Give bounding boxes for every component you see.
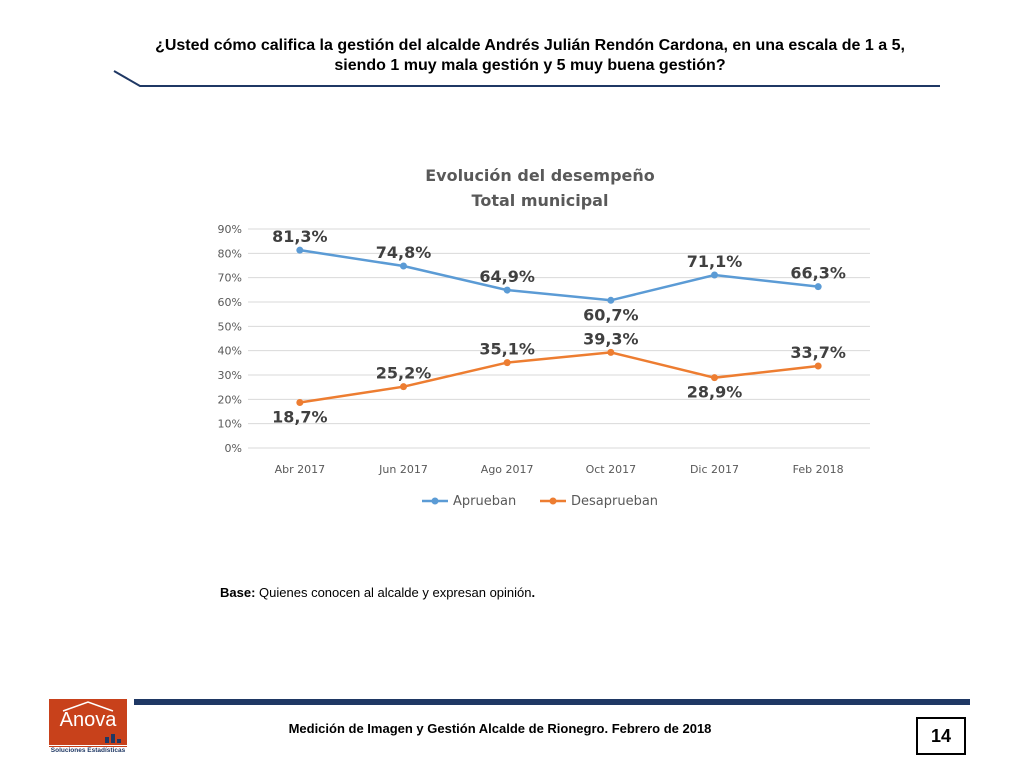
base-note-text: Quienes conocen al alcalde y expresan op… (255, 585, 532, 600)
line-chart: Evolución del desempeño Total municipal … (218, 166, 870, 509)
data-label: 64,9% (479, 267, 535, 286)
data-point (400, 383, 407, 391)
footer-bar (134, 699, 970, 705)
y-tick-label: 30% (218, 369, 242, 382)
series-line (299, 351, 819, 404)
x-tick-label: Dic 2017 (690, 463, 739, 476)
data-point (296, 398, 304, 406)
base-note-label: Base: (220, 585, 256, 600)
anova-logo: Anova Soluciones Estadísticas (49, 699, 127, 757)
logo-subtitle: Soluciones Estadísticas (49, 746, 127, 754)
series-line (299, 248, 819, 302)
data-label: 66,3% (790, 264, 846, 283)
y-tick-label: 0% (225, 442, 242, 455)
legend-label: Aprueban (453, 494, 516, 509)
y-tick-label: 90% (218, 223, 242, 236)
y-tick-label: 40% (218, 345, 242, 358)
logo-roof-icon (62, 701, 121, 743)
legend-marker (431, 497, 439, 505)
data-label: 74,8% (376, 243, 432, 262)
x-tick-label: Jun 2017 (378, 463, 428, 476)
y-tick-label: 70% (218, 272, 242, 285)
data-point (814, 283, 822, 291)
x-tick-label: Abr 2017 (275, 463, 326, 476)
logo-name: Anova (59, 709, 117, 731)
y-tick-label: 10% (218, 418, 242, 431)
data-point (711, 374, 718, 382)
x-tick-label: Ago 2017 (481, 463, 534, 476)
chart-title: Evolución del desempeño (425, 166, 655, 185)
data-label: 28,9% (687, 383, 743, 402)
data-point (503, 359, 511, 367)
legend-marker (549, 497, 557, 505)
data-label: 35,1% (479, 340, 535, 359)
data-point (503, 286, 511, 294)
data-point (400, 262, 407, 270)
legend-label: Desaprueban (571, 494, 658, 509)
data-point (711, 271, 718, 279)
data-point (296, 246, 304, 254)
data-label: 60,7% (583, 305, 639, 324)
y-tick-label: 20% (218, 393, 242, 406)
data-label: 81,3% (272, 227, 328, 246)
data-point (607, 348, 615, 356)
data-label: 39,3% (583, 329, 639, 348)
page-number: 14 (916, 717, 966, 755)
footer-title: Medición de Imagen y Gestión Alcalde de … (288, 721, 712, 736)
x-tick-label: Oct 2017 (586, 463, 637, 476)
y-tick-label: 60% (218, 296, 242, 309)
x-tick-label: Feb 2018 (793, 463, 844, 476)
data-point (814, 362, 822, 370)
data-label: 71,1% (687, 252, 743, 271)
data-point (607, 296, 615, 304)
data-label: 18,7% (272, 407, 328, 426)
y-tick-label: 80% (218, 247, 242, 260)
y-tick-label: 50% (218, 320, 242, 333)
base-note-end: . (531, 585, 536, 600)
header-rule (113, 70, 940, 87)
base-note: Base: Quienes conocen al alcalde y expre… (220, 585, 535, 600)
data-label: 33,7% (790, 343, 846, 362)
survey-question: ¿Usted cómo califica la gestión del alca… (155, 37, 905, 74)
data-label: 25,2% (376, 364, 432, 383)
chart-subtitle: Total municipal (472, 191, 609, 210)
